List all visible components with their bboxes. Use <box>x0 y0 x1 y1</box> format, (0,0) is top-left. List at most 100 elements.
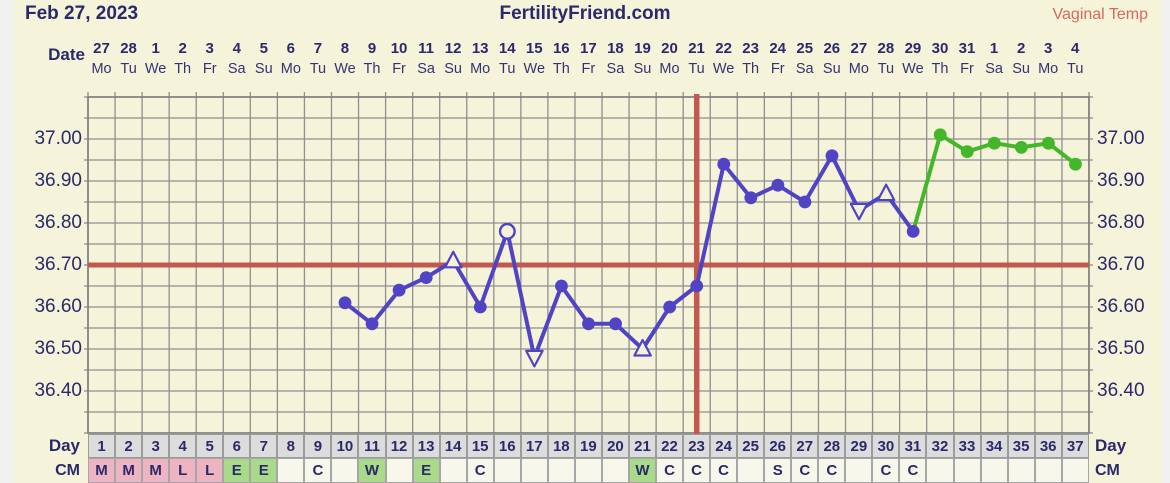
cm-cell-35[interactable] <box>1007 458 1035 483</box>
day-cell-29[interactable]: 29 <box>845 434 873 458</box>
cm-cell-11[interactable]: W <box>358 458 386 483</box>
day-cell-18[interactable]: 18 <box>547 434 575 458</box>
day-cell-28[interactable]: 28 <box>818 434 846 458</box>
cm-cell-19[interactable] <box>574 458 602 483</box>
temp-point-day-17[interactable] <box>525 349 544 368</box>
day-cell-20[interactable]: 20 <box>601 434 629 458</box>
day-cell-2[interactable]: 2 <box>115 434 143 458</box>
temp-point-day-25[interactable] <box>744 191 758 205</box>
day-cell-25[interactable]: 25 <box>737 434 765 458</box>
temp-point-day-31[interactable] <box>906 225 920 238</box>
temp-point-day-30[interactable] <box>876 183 896 202</box>
temp-point-day-27[interactable] <box>798 195 812 209</box>
cm-cell-34[interactable] <box>980 458 1008 483</box>
cm-cell-30[interactable]: C <box>872 458 900 483</box>
cm-cell-22[interactable]: C <box>655 458 684 483</box>
cm-cell-31[interactable]: C <box>899 458 927 483</box>
cm-cell-37[interactable] <box>1061 458 1089 483</box>
temp-point-day-28[interactable] <box>825 149 839 163</box>
cm-cell-12[interactable] <box>385 458 413 483</box>
cm-cell-15[interactable]: C <box>466 458 494 483</box>
cm-cell-23[interactable]: C <box>683 458 711 483</box>
cm-cell-10[interactable] <box>331 458 359 483</box>
day-cell-1[interactable]: 1 <box>88 434 116 458</box>
cm-cell-1[interactable]: M <box>88 458 116 483</box>
temp-point-day-22[interactable] <box>663 300 677 314</box>
cm-cell-27[interactable]: C <box>791 458 819 483</box>
temp-point-day-15[interactable] <box>473 300 487 314</box>
day-cell-11[interactable]: 11 <box>358 434 386 458</box>
cm-cell-21[interactable]: W <box>628 458 656 483</box>
temp-point-day-32[interactable] <box>933 128 947 142</box>
temp-point-day-21[interactable] <box>633 338 652 357</box>
day-cell-12[interactable]: 12 <box>385 434 413 458</box>
day-cell-6[interactable]: 6 <box>223 434 251 458</box>
day-cell-31[interactable]: 31 <box>899 434 927 458</box>
day-cell-10[interactable]: 10 <box>331 434 359 458</box>
cm-cell-17[interactable] <box>520 458 548 483</box>
day-cell-23[interactable]: 23 <box>683 434 711 458</box>
temp-point-day-11[interactable] <box>365 317 379 331</box>
cm-cell-4[interactable]: L <box>169 458 197 483</box>
cm-cell-8[interactable] <box>277 458 305 483</box>
temp-point-day-19[interactable] <box>582 317 595 331</box>
day-cell-14[interactable]: 14 <box>439 434 467 458</box>
cm-cell-24[interactable]: C <box>710 458 738 483</box>
day-cell-35[interactable]: 35 <box>1007 434 1035 458</box>
day-cell-9[interactable]: 9 <box>304 434 332 458</box>
cm-cell-7[interactable]: E <box>250 458 278 483</box>
day-cell-3[interactable]: 3 <box>142 434 170 458</box>
day-cell-26[interactable]: 26 <box>764 434 792 458</box>
day-cell-19[interactable]: 19 <box>574 434 602 458</box>
day-cell-33[interactable]: 33 <box>953 434 981 458</box>
temp-point-day-14[interactable] <box>443 250 463 269</box>
temp-point-day-26[interactable] <box>771 178 785 192</box>
temp-point-day-33[interactable] <box>960 145 974 159</box>
day-cell-17[interactable]: 17 <box>520 434 548 458</box>
cm-cell-33[interactable] <box>953 458 981 483</box>
day-cell-7[interactable]: 7 <box>250 434 278 458</box>
day-cell-34[interactable]: 34 <box>980 434 1008 458</box>
day-cell-36[interactable]: 36 <box>1034 434 1062 458</box>
temp-point-day-37[interactable] <box>1069 157 1082 171</box>
temp-point-day-35[interactable] <box>1014 141 1028 154</box>
temp-point-day-36[interactable] <box>1042 136 1055 150</box>
day-cell-21[interactable]: 21 <box>628 434 656 458</box>
day-cell-30[interactable]: 30 <box>872 434 900 458</box>
cm-cell-26[interactable]: S <box>764 458 792 483</box>
cm-cell-25[interactable] <box>737 458 765 483</box>
cm-cell-32[interactable] <box>926 458 954 483</box>
cm-cell-6[interactable]: E <box>223 458 251 483</box>
day-cell-13[interactable]: 13 <box>412 434 440 458</box>
cm-cell-20[interactable] <box>601 458 629 483</box>
cm-cell-18[interactable] <box>547 458 575 483</box>
day-cell-5[interactable]: 5 <box>196 434 224 458</box>
cm-cell-16[interactable] <box>493 458 521 483</box>
day-cell-37[interactable]: 37 <box>1061 434 1089 458</box>
temp-point-day-24[interactable] <box>717 157 731 171</box>
cm-cell-36[interactable] <box>1034 458 1062 483</box>
day-cell-24[interactable]: 24 <box>710 434 738 458</box>
cm-cell-2[interactable]: M <box>115 458 143 483</box>
cm-cell-14[interactable] <box>439 458 467 483</box>
temp-point-day-16[interactable] <box>498 222 516 240</box>
cm-cell-9[interactable]: C <box>304 458 332 483</box>
temp-point-day-18[interactable] <box>555 279 568 293</box>
temp-point-day-13[interactable] <box>419 271 433 284</box>
temp-point-day-23[interactable] <box>690 279 704 293</box>
day-cell-4[interactable]: 4 <box>169 434 197 458</box>
temp-point-day-34[interactable] <box>987 136 1001 150</box>
cm-cell-5[interactable]: L <box>196 458 224 483</box>
temp-point-day-20[interactable] <box>609 317 622 331</box>
temp-point-day-10[interactable] <box>338 296 352 310</box>
day-cell-22[interactable]: 22 <box>655 434 684 458</box>
day-cell-27[interactable]: 27 <box>791 434 819 458</box>
cm-cell-3[interactable]: M <box>142 458 170 483</box>
day-cell-15[interactable]: 15 <box>466 434 494 458</box>
day-cell-32[interactable]: 32 <box>926 434 954 458</box>
temp-point-day-12[interactable] <box>392 283 406 297</box>
cm-cell-13[interactable]: E <box>412 458 440 483</box>
temp-point-day-29[interactable] <box>849 202 869 221</box>
cm-cell-28[interactable]: C <box>818 458 846 483</box>
